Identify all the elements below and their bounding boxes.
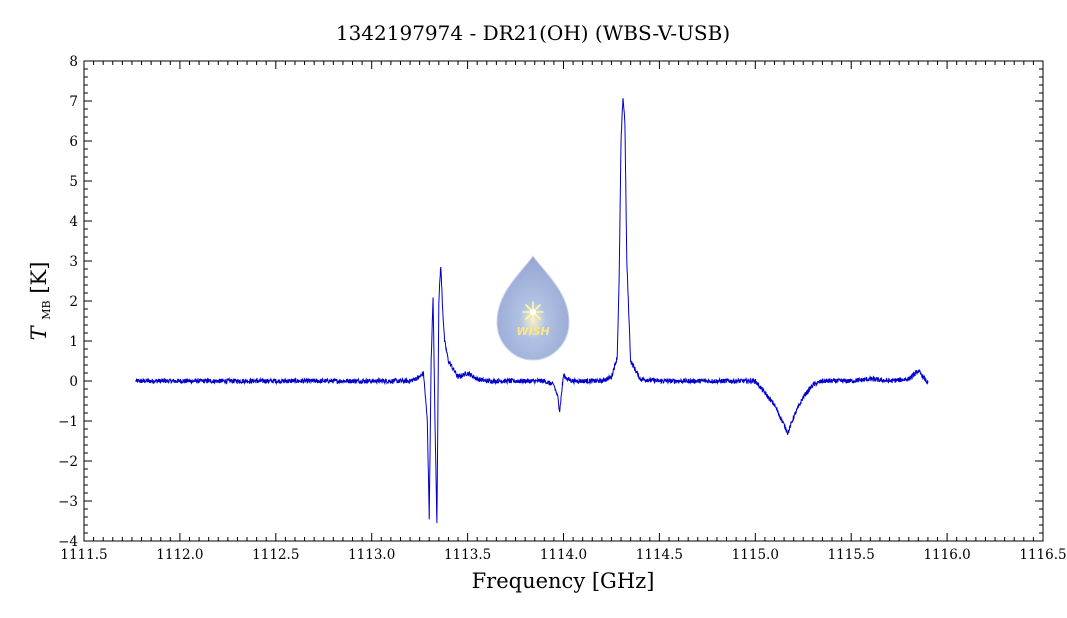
y-tick-label: 0 (69, 374, 78, 390)
y-tick-label: −4 (58, 534, 78, 550)
y-tick-label: 8 (69, 54, 78, 70)
y-tick-label: 1 (69, 334, 78, 350)
x-tick-label: 1114.0 (540, 547, 587, 563)
y-axis-label: T MB [K] (27, 262, 55, 341)
x-tick-label: 1115.0 (732, 547, 779, 563)
x-tick-label: 1116.0 (923, 547, 970, 563)
y-axis-label-sub: MB (40, 300, 53, 319)
plot-area: 1111.5 1112.0 1112.5 1113.0 1113.5 1114.0 1114… (58, 54, 1067, 563)
x-tick-label: 1113.0 (348, 547, 395, 563)
y-tick-label: 5 (69, 174, 78, 190)
spectrum-line (135, 98, 929, 523)
x-tick-label: 1111.5 (60, 547, 107, 563)
x-tick-label: 1112.0 (156, 547, 203, 563)
y-tick-label: −3 (58, 494, 78, 510)
y-tick-label: −2 (58, 454, 78, 470)
y-tick-label: 4 (69, 214, 78, 230)
x-tick-label: 1113.5 (444, 547, 491, 563)
y-tick-label: 7 (69, 94, 78, 110)
x-tick-label: 1112.5 (252, 547, 299, 563)
y-tick-label: 6 (69, 134, 78, 150)
wish-logo: WISH (496, 255, 570, 361)
y-tick-label: −1 (58, 414, 78, 430)
y-axis-label-main: T (27, 324, 51, 340)
y-tick-label: 3 (69, 254, 78, 270)
svg-text:T MB [K]: T MB [K] (27, 262, 55, 341)
x-tick-label: 1116.5 (1019, 547, 1066, 563)
x-axis-label: Frequency [GHz] (472, 569, 655, 593)
y-tick-label: 2 (69, 294, 78, 310)
y-axis-label-unit: [K] (27, 262, 51, 294)
x-tick-label: 1115.5 (828, 547, 875, 563)
chart-title: 1342197974 - DR21(OH) (WBS-V-USB) (336, 21, 730, 45)
x-tick-label: 1114.5 (636, 547, 683, 563)
wish-logo-text: WISH (516, 325, 549, 338)
